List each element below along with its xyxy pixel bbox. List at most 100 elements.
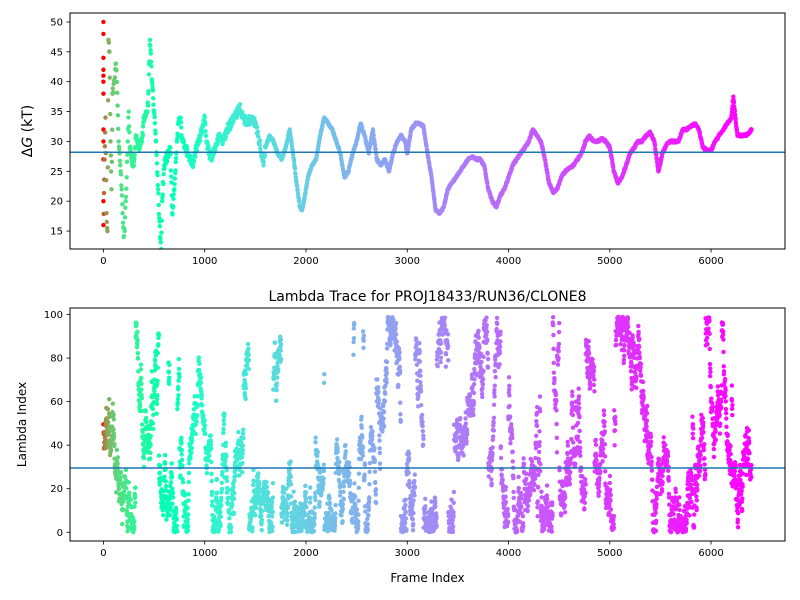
lambda-data-point (288, 482, 294, 487)
lambda-data-point (312, 505, 318, 510)
lambda-data-point (163, 478, 168, 484)
lambda-data-point (417, 359, 423, 364)
lambda-data-point (550, 500, 555, 505)
lambda-data-point (120, 521, 125, 527)
dg-data-point (295, 187, 300, 193)
lambda-data-point (270, 524, 275, 529)
dg-data-point (148, 51, 154, 56)
dg-data-point (108, 153, 114, 158)
dg-data-point (252, 115, 257, 121)
dg-data-point (102, 157, 107, 162)
lambda-data-point (174, 529, 180, 534)
dg-data-point (611, 164, 616, 170)
lambda-data-point (445, 343, 451, 349)
lambda-data-point (420, 442, 426, 447)
lambda-data-point (139, 387, 144, 392)
lambda-data-point (356, 512, 361, 517)
lambda-data-point (461, 429, 466, 434)
lambda-data-point (557, 468, 562, 473)
lambda-data-point (492, 394, 497, 399)
lambda-data-point (537, 394, 543, 399)
lambda-data-point (219, 503, 224, 508)
lambda-data-point (265, 490, 271, 495)
lambda-data-point (489, 481, 494, 486)
lambda-data-point (407, 485, 412, 490)
lambda-data-point (404, 528, 409, 533)
lambda-data-point (111, 434, 117, 440)
dg-data-point (123, 205, 128, 210)
dg-data-point (203, 128, 208, 134)
lambda-data-point (421, 436, 426, 442)
lambda-data-point (139, 381, 144, 387)
dg-data-point (261, 163, 266, 168)
lambda-data-point (492, 383, 497, 388)
lambda-data-point (442, 323, 447, 328)
lambda-data-point (490, 434, 496, 439)
lambda-data-point (366, 513, 371, 518)
lambda-data-point (240, 447, 245, 453)
lambda-data-point (208, 438, 213, 443)
lambda-data-point (209, 459, 214, 465)
lambda-data-point (372, 445, 377, 451)
lambda-data-point (551, 360, 556, 366)
lambda-data-point (118, 480, 124, 486)
lambda-data-point (243, 371, 249, 377)
dg-data-point (234, 113, 240, 118)
dg-data-point (159, 230, 164, 235)
lambda-data-point (132, 504, 137, 509)
lambda-data-point (423, 504, 428, 509)
lambda-data-point (200, 403, 205, 408)
dg-data-point (203, 133, 209, 139)
lambda-data-point (491, 428, 496, 433)
lambda-data-point (278, 348, 283, 353)
lambda-data-point (274, 387, 279, 393)
dg-data-point (749, 127, 754, 132)
dg-data-point (191, 159, 197, 164)
dg-data-point (115, 90, 120, 95)
dg-data-point (118, 172, 124, 177)
lambda-data-point (384, 366, 389, 372)
dg-data-point (197, 138, 203, 143)
dg-data-point (102, 144, 108, 149)
lambda-data-point (356, 498, 361, 503)
dg-data-point (104, 219, 110, 225)
lambda-data-point (558, 488, 563, 493)
lambda-data-point (292, 499, 297, 504)
lambda-data-point (178, 473, 183, 478)
lambda-data-point (308, 516, 314, 521)
lambda-data-point (476, 335, 481, 340)
dg-data-point (155, 172, 160, 178)
lambda-data-point (284, 522, 290, 527)
lambda-data-point (450, 529, 456, 535)
lambda-data-point (272, 340, 278, 346)
lambda-data-point (221, 430, 226, 436)
lambda-data-point (169, 474, 175, 480)
lambda-data-point (451, 510, 456, 515)
dg-data-point (127, 129, 132, 135)
lambda-data-point (239, 455, 245, 460)
lambda-data-point (377, 446, 382, 451)
dg-data-point (121, 234, 127, 239)
lambda-data-point (132, 519, 137, 524)
lambda-data-point (384, 380, 389, 385)
dg-data-point (114, 67, 119, 72)
lambda-data-point (347, 470, 352, 476)
dg-data-point (148, 59, 154, 65)
lambda-data-point (532, 471, 537, 476)
lambda-data-point (485, 337, 490, 342)
lambda-data-point (257, 479, 262, 485)
lambda-data-point (111, 431, 117, 436)
dg-data-point (164, 159, 170, 164)
lambda-data-point (552, 378, 557, 383)
lambda-data-point (175, 400, 180, 406)
dg-data-point (101, 190, 107, 196)
lambda-data-point (403, 502, 408, 508)
dg-data-point (370, 129, 376, 135)
lambda-data-point (155, 378, 160, 384)
lambda-data-point (554, 435, 560, 441)
dg-data-point (113, 61, 119, 66)
dg-data-point (178, 115, 183, 121)
lambda-data-point (212, 529, 218, 534)
dg-data-point (124, 186, 129, 191)
lambda-data-point (445, 340, 450, 345)
